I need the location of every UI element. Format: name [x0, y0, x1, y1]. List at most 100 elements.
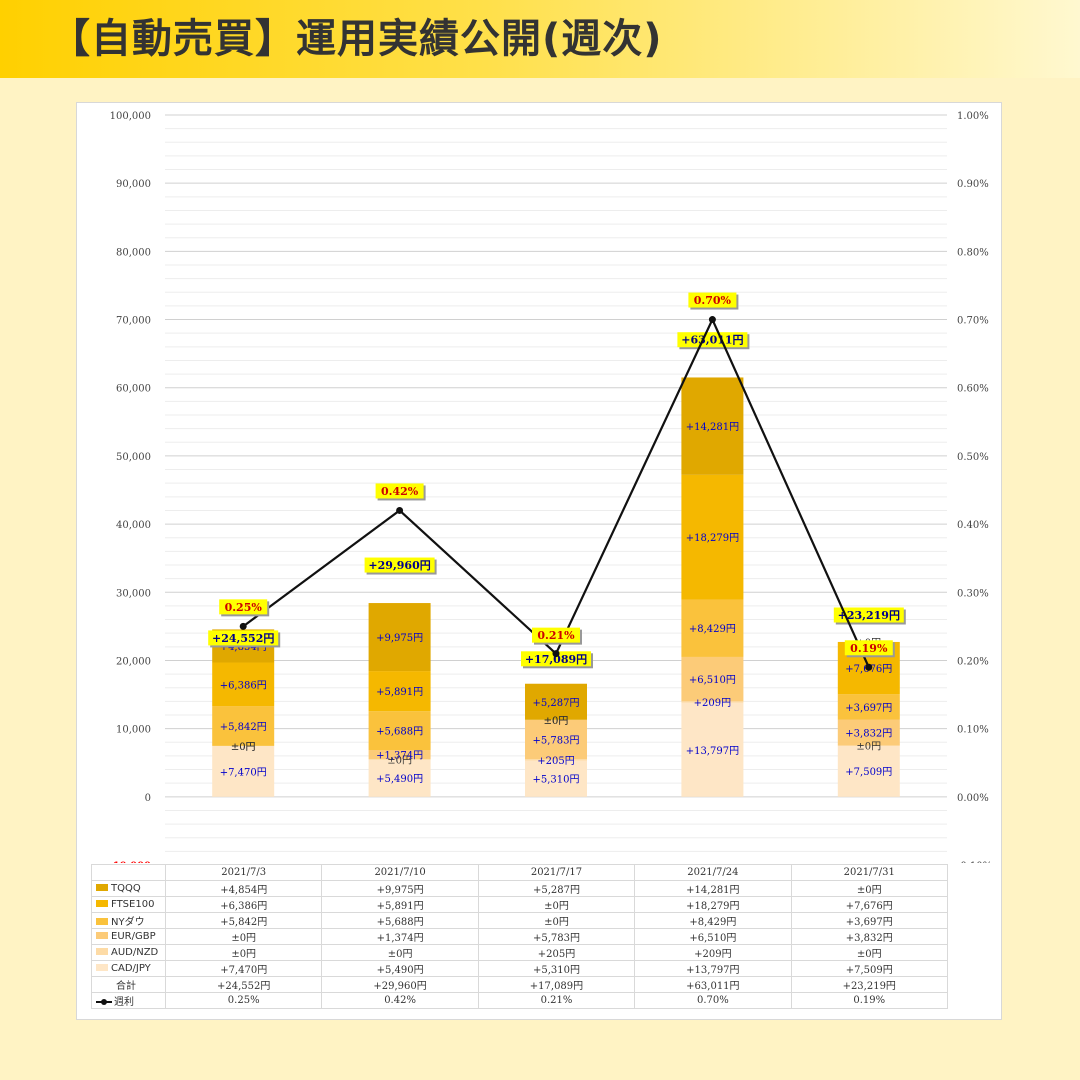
bar-segment	[681, 377, 744, 475]
table-cell: 0.19%	[790, 991, 948, 1009]
y-right-tick-label: 0.50%	[957, 452, 989, 463]
weekly-rate-point	[865, 663, 873, 671]
table-row-label: TQQQ	[91, 879, 166, 897]
segment-data-label: ±0円	[856, 742, 881, 753]
segment-data-label: +5,783円	[532, 736, 579, 747]
y-left-tick-label: 100,000	[110, 111, 151, 122]
segment-data-label: +9,975円	[376, 633, 423, 644]
bar-segment	[681, 474, 744, 600]
table-cell: +8,429円	[634, 911, 792, 929]
table-cell: 0.42%	[321, 991, 479, 1009]
rate-data-label: 0.25%	[225, 601, 263, 614]
segment-data-label: +18,279円	[686, 533, 739, 544]
y-left-tick-label: 20,000	[116, 656, 151, 667]
y-left-tick-label: 10,000	[116, 725, 151, 736]
table-cell: +4,854円	[164, 879, 323, 897]
table-cell: 2021/7/17	[477, 864, 636, 881]
table-row-label: 合計	[91, 975, 166, 993]
bar-segment	[525, 719, 587, 760]
table-cell: 2021/7/3	[164, 864, 323, 881]
bar-segment	[368, 750, 431, 760]
chart-card: -10,000 0 10,000 20,000 30,000 40,000 50,000 60…	[76, 102, 1002, 1020]
segment-data-label: ±0円	[387, 755, 412, 766]
table-total-row: 合計 +24,552円 +29,960円 +17,089円 +63,011円 +23,21…	[91, 975, 948, 993]
table-series-row: TQQQ +4,854円 +9,975円 +5,287円 +14,281円 ±0円	[91, 879, 948, 897]
total-label: +24,552円	[212, 632, 274, 645]
table-cell: 2021/7/10	[321, 864, 479, 881]
bar-segment	[368, 711, 431, 751]
y-left-tick-label: 0	[145, 793, 151, 804]
table-rate-row: 週利 0.25% 0.42% 0.21% 0.70% 0.19%	[91, 991, 948, 1009]
y-right-tick-label: -0.10%	[957, 861, 992, 863]
table-row-label: CAD/JPY	[91, 959, 166, 977]
total-label-bg	[677, 332, 748, 348]
table-cell: ±0円	[790, 943, 948, 961]
y-right-tick-label: 0.60%	[957, 384, 989, 395]
total-label: +29,960円	[368, 559, 430, 572]
bar-segment	[368, 603, 431, 672]
bar-segment	[681, 656, 744, 702]
bar-segment	[212, 706, 275, 746]
table-header-row: 2021/7/3 2021/7/10 2021/7/17 2021/7/24 2021/…	[91, 864, 948, 881]
table-cell: 0.21%	[477, 991, 636, 1009]
bar-segment	[368, 671, 431, 712]
table-series-row: AUD/NZD ±0円 ±0円 +205円 +209円 ±0円	[91, 943, 948, 961]
legend-series-name: 週利	[114, 996, 134, 1008]
rate-data-label: 0.42%	[381, 485, 419, 498]
bar-segment	[837, 694, 900, 720]
total-label-bg	[521, 651, 591, 667]
table-cell: +5,310円	[477, 959, 636, 977]
segment-data-label: +5,842円	[220, 722, 267, 733]
table-row-label: AUD/NZD	[91, 943, 166, 961]
legend-swatch	[96, 964, 108, 972]
legend-series-name: AUD/NZD	[111, 946, 159, 958]
weekly-rate-line	[242, 316, 870, 668]
legend-swatch	[96, 918, 108, 926]
legend-swatch	[96, 884, 108, 892]
rate-label-bg	[375, 483, 424, 499]
segment-data-label: +1,374円	[376, 751, 423, 762]
table-cell: +7,676円	[790, 895, 948, 913]
y-right-tick-label: 1.00%	[957, 111, 989, 122]
table-cell: ±0円	[477, 911, 636, 929]
data-table: 2021/7/3 2021/7/10 2021/7/17 2021/7/24 2021/…	[91, 864, 948, 1009]
y-left-tick-label: 40,000	[116, 520, 151, 531]
segment-data-label: +3,832円	[845, 729, 892, 740]
rate-label-bg	[844, 640, 893, 656]
legend-swatch	[96, 900, 108, 908]
table-cell: 0.25%	[164, 991, 323, 1009]
bar-segment	[681, 701, 744, 703]
segment-data-label: ±0円	[231, 742, 256, 753]
legend-series-name: FTSE100	[111, 898, 155, 910]
segment-data-label: +6,386円	[220, 680, 267, 691]
table-row-label: NYダウ	[91, 911, 166, 929]
title-banner: 【自動売買】運用実績公開(週次)	[0, 0, 1080, 78]
weekly-rate-point	[239, 622, 247, 630]
table-cell: +6,510円	[634, 927, 792, 945]
segment-data-label: ±0円	[544, 716, 569, 727]
y-right-tick-label: 0.70%	[957, 316, 989, 327]
segment-data-label: +7,470円	[220, 767, 267, 778]
table-cell: ±0円	[164, 943, 323, 961]
total-label-bg	[833, 607, 904, 623]
table-series-row: EUR/GBP ±0円 +1,374円 +5,783円 +6,510円 +3,832円	[91, 927, 948, 945]
table-cell: ±0円	[164, 927, 323, 945]
segment-data-label: +5,490円	[376, 774, 423, 785]
segment-data-label: +7,509円	[845, 767, 892, 778]
legend-line-key	[96, 998, 112, 1006]
segment-data-label: +8,429円	[689, 624, 736, 635]
bar-segment	[681, 599, 744, 657]
y-right-tick-label: 0.20%	[957, 656, 989, 667]
total-label-bg	[208, 630, 279, 646]
table-cell: +9,975円	[321, 879, 479, 897]
table-cell: +1,374円	[321, 927, 479, 945]
table-cell: +14,281円	[634, 879, 792, 897]
table-row-label: FTSE100	[91, 895, 166, 913]
table-cell: +3,832円	[790, 927, 948, 945]
bar-segment	[525, 683, 587, 720]
legend-swatch	[96, 932, 108, 940]
table-cell: +205円	[477, 943, 636, 961]
legend-series-name: TQQQ	[111, 882, 141, 894]
table-cell: +5,490円	[321, 959, 479, 977]
table-cell: +24,552円	[164, 975, 323, 993]
